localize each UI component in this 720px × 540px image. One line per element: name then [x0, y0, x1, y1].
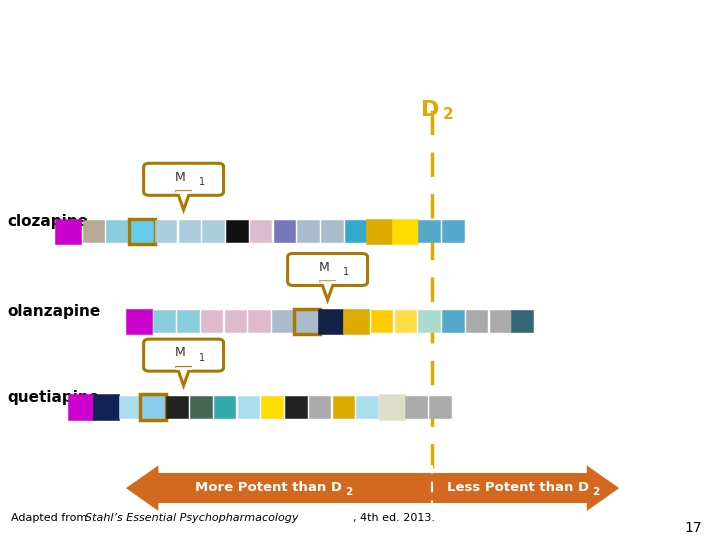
FancyBboxPatch shape — [405, 396, 427, 418]
FancyBboxPatch shape — [429, 396, 451, 418]
Text: M: M — [319, 261, 329, 274]
Text: M: M — [175, 346, 185, 360]
FancyBboxPatch shape — [129, 219, 155, 244]
FancyBboxPatch shape — [356, 396, 378, 418]
Text: clozapine: clozapine — [7, 214, 89, 229]
Polygon shape — [126, 465, 158, 511]
FancyBboxPatch shape — [442, 310, 464, 332]
FancyBboxPatch shape — [248, 310, 270, 332]
Text: olanzapine: olanzapine — [7, 304, 101, 319]
Text: quetiapine: quetiapine — [7, 390, 99, 405]
FancyBboxPatch shape — [466, 310, 487, 332]
FancyBboxPatch shape — [379, 394, 405, 420]
FancyBboxPatch shape — [371, 310, 392, 332]
Text: D: D — [421, 100, 440, 120]
FancyBboxPatch shape — [294, 309, 320, 334]
FancyBboxPatch shape — [177, 310, 199, 332]
Text: 1: 1 — [53, 26, 65, 45]
Text: 1: 1 — [199, 177, 204, 187]
FancyBboxPatch shape — [392, 219, 418, 244]
Polygon shape — [587, 465, 619, 511]
FancyBboxPatch shape — [490, 310, 511, 332]
FancyBboxPatch shape — [93, 394, 119, 420]
Text: Adapted from: Adapted from — [11, 513, 91, 523]
FancyBboxPatch shape — [297, 220, 319, 242]
FancyBboxPatch shape — [395, 310, 416, 332]
FancyBboxPatch shape — [288, 253, 368, 286]
Text: , 4th ed. 2013.: , 4th ed. 2013. — [353, 513, 435, 523]
FancyBboxPatch shape — [250, 220, 271, 242]
Text: Less Potent than D: Less Potent than D — [447, 481, 590, 494]
FancyBboxPatch shape — [166, 396, 188, 418]
FancyBboxPatch shape — [106, 220, 127, 242]
Text: Stahl’s Essential Psychopharmacology: Stahl’s Essential Psychopharmacology — [85, 513, 299, 523]
FancyBboxPatch shape — [83, 220, 104, 242]
FancyBboxPatch shape — [261, 396, 283, 418]
FancyBboxPatch shape — [309, 396, 330, 418]
FancyBboxPatch shape — [225, 310, 246, 332]
Text: M: M — [175, 171, 185, 184]
FancyBboxPatch shape — [126, 309, 152, 334]
Text: Relative Receptor Binding Affinity: Relative Receptor Binding Affinity — [61, 16, 657, 45]
Text: More Potent than D: More Potent than D — [194, 481, 342, 494]
Bar — [158, 474, 587, 503]
Text: The ‘-pines’: The ‘-pines’ — [25, 58, 145, 76]
FancyBboxPatch shape — [318, 309, 343, 334]
Polygon shape — [177, 192, 190, 210]
FancyBboxPatch shape — [140, 394, 166, 420]
FancyBboxPatch shape — [442, 220, 464, 242]
FancyBboxPatch shape — [119, 396, 140, 418]
Polygon shape — [321, 282, 334, 300]
FancyBboxPatch shape — [333, 396, 354, 418]
FancyBboxPatch shape — [214, 396, 235, 418]
Text: 17: 17 — [685, 522, 702, 536]
Polygon shape — [177, 368, 190, 386]
FancyBboxPatch shape — [418, 220, 440, 242]
FancyBboxPatch shape — [285, 396, 307, 418]
FancyBboxPatch shape — [179, 220, 200, 242]
FancyBboxPatch shape — [153, 310, 175, 332]
FancyBboxPatch shape — [272, 310, 294, 332]
FancyBboxPatch shape — [345, 220, 366, 242]
FancyBboxPatch shape — [226, 220, 248, 242]
FancyBboxPatch shape — [144, 339, 223, 371]
FancyBboxPatch shape — [238, 396, 259, 418]
FancyBboxPatch shape — [190, 396, 212, 418]
Text: 1: 1 — [343, 267, 348, 277]
FancyBboxPatch shape — [155, 220, 176, 242]
FancyBboxPatch shape — [321, 220, 343, 242]
FancyBboxPatch shape — [68, 394, 94, 420]
FancyBboxPatch shape — [144, 163, 223, 195]
FancyBboxPatch shape — [343, 309, 369, 334]
FancyBboxPatch shape — [55, 219, 81, 244]
Text: M: M — [25, 16, 55, 45]
FancyBboxPatch shape — [418, 310, 440, 332]
FancyBboxPatch shape — [366, 219, 392, 244]
Text: 2: 2 — [443, 107, 454, 122]
Text: 2: 2 — [345, 487, 353, 497]
Text: 1: 1 — [199, 353, 204, 363]
FancyBboxPatch shape — [201, 310, 222, 332]
FancyBboxPatch shape — [511, 310, 533, 332]
FancyBboxPatch shape — [202, 220, 224, 242]
FancyBboxPatch shape — [274, 220, 295, 242]
Text: 2: 2 — [593, 487, 600, 497]
